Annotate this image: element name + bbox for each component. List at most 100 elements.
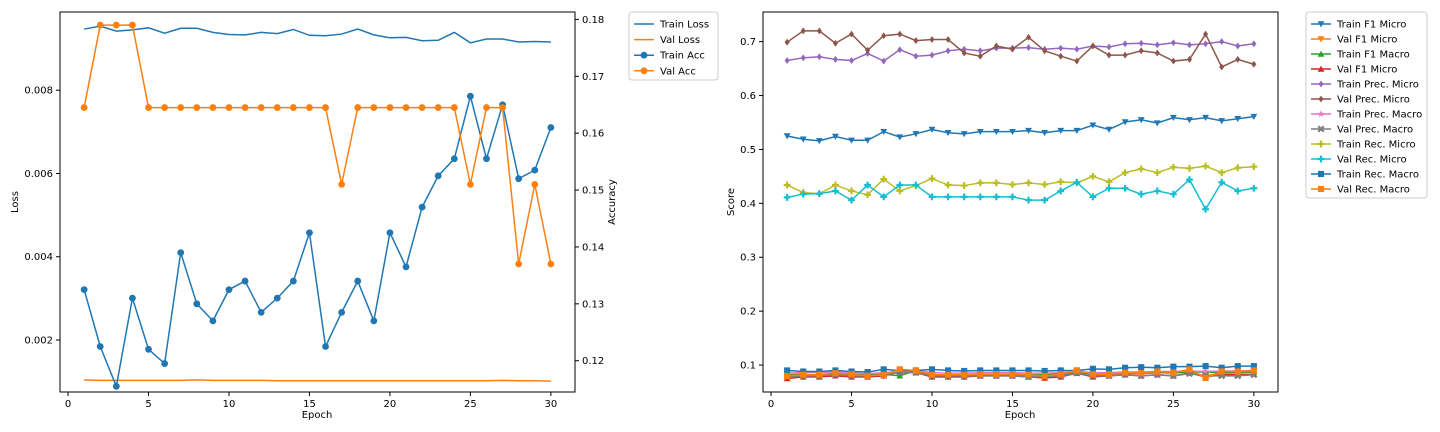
- c2-y-tick-label: 0.3: [740, 253, 756, 264]
- c2-series-val-rec-macro-11-point: [1170, 369, 1177, 376]
- c2-series-train-prec-micro-4-point: [1203, 40, 1209, 48]
- c1-series-train-acc-2-point: [193, 300, 201, 308]
- c1-series-train-acc-2-point: [225, 286, 233, 294]
- c2-series-train-f1-micro-0-point: [1234, 116, 1242, 123]
- c2-series-val-rec-micro-9-point: [1218, 178, 1226, 186]
- c2-legend-entry-train-rec-micro-8-marker: [1317, 140, 1325, 148]
- c1-legend-entry-val-acc-3: Val Acc: [634, 66, 696, 77]
- c1-series-train-acc-2-point: [209, 317, 217, 325]
- chart1-x-label: Epoch: [302, 410, 333, 421]
- c2-series-val-prec-micro-5-point: [977, 52, 983, 60]
- c2-legend-entry-train-rec-micro-8-label: Train Rec. Micro: [1336, 140, 1416, 151]
- c2-series-val-rec-micro-9-point: [912, 181, 920, 189]
- c1-series-train-acc-2-point: [354, 277, 362, 285]
- c2-series-train-rec-macro-10-point: [800, 368, 807, 375]
- chart1-legend-frame: [628, 11, 719, 81]
- c1-y-tick-label: 0.002: [24, 335, 53, 346]
- c2-series-train-rec-micro-8-point: [1089, 172, 1097, 180]
- c2-series-val-rec-macro-11-point: [1041, 372, 1048, 379]
- c1-series-train-acc-2-point: [338, 308, 346, 316]
- c1-series-train-acc-2: [80, 92, 555, 390]
- c1-series-train-loss-0-line: [84, 25, 551, 44]
- c2-series-val-prec-micro-5: [784, 27, 1257, 71]
- c2-series-train-rec-macro-10-point: [961, 367, 968, 375]
- c2-x-tick-label: 15: [1006, 399, 1019, 410]
- c2-legend-entry-train-prec-micro-4: Train Prec. Micro: [1311, 80, 1419, 91]
- c2-legend-entry-val-prec-micro-5-label: Val Prec. Micro: [1337, 95, 1410, 106]
- c2-series-val-rec-macro-11-point: [1057, 371, 1064, 378]
- c2-series-val-rec-micro-9-point: [1073, 178, 1081, 186]
- c1-y-tick-label: 0.004: [24, 252, 53, 263]
- c1-legend-entry-train-loss-0-label: Train Loss: [659, 20, 709, 31]
- c2-series-val-rec-macro-11-point: [1186, 366, 1193, 373]
- c2-series-train-rec-macro-10-point: [1089, 365, 1096, 372]
- c2-series-val-prec-micro-5-point: [881, 32, 887, 40]
- c2-series-val-rec-macro-11-point: [1218, 368, 1225, 375]
- c2-series-val-rec-micro-9-point: [1169, 190, 1177, 198]
- c2-series-train-rec-macro-10-point: [977, 367, 984, 374]
- c1-x-tick-label: 0: [65, 399, 71, 410]
- c1-series-val-acc-3-point: [338, 180, 346, 188]
- c1-series-val-acc-3-point: [209, 104, 217, 111]
- c1-series-val-acc-3-point: [531, 180, 539, 188]
- c2-series-val-prec-micro-5-point: [784, 38, 790, 46]
- c2-series-val-rec-micro-9-point: [992, 193, 1000, 201]
- c2-y-tick-label: 0.7: [740, 37, 756, 48]
- c2-series-train-rec-micro-8-point: [1105, 178, 1113, 186]
- c1-x-tick-label: 15: [303, 399, 316, 410]
- c2-series-train-rec-macro-10-point: [1234, 363, 1241, 370]
- c2-series-val-prec-micro-5-point: [1074, 57, 1080, 65]
- c2-series-train-prec-micro-4-point: [1235, 42, 1241, 50]
- c2-series-val-rec-micro-9-point: [1057, 187, 1065, 195]
- c2-series-val-rec-micro-9-point: [1234, 187, 1242, 195]
- c1-series-val-acc-3-point: [129, 21, 136, 29]
- c2-x-tick-label: 25: [1167, 399, 1180, 410]
- chart2-plot-frame: [762, 11, 1279, 393]
- c2-series-train-rec-macro-10-point: [1057, 367, 1064, 374]
- c2-series-val-rec-micro-9-point: [928, 193, 936, 201]
- c1-series-val-acc-3-point: [515, 260, 523, 268]
- c2-series-train-rec-micro-8-point: [976, 179, 984, 187]
- c2-series-val-rec-macro-11-point: [1234, 368, 1241, 375]
- c2-series-val-rec-macro-11-point: [800, 371, 807, 378]
- c2-legend-entry-train-f1-macro-2: Train F1 Macro: [1311, 50, 1410, 61]
- c2-series-val-prec-micro-5-point: [816, 27, 822, 35]
- c2-series-train-prec-micro-4-point: [784, 57, 790, 64]
- c2-legend-entry-val-f1-micro-3-marker: [1317, 65, 1325, 72]
- chart1-plot-frame: [59, 11, 576, 393]
- c2-series-val-rec-macro-11-point: [832, 370, 839, 377]
- c1-series-val-acc-3-point: [547, 260, 555, 268]
- c2-series-train-rec-micro-8-line: [786, 165, 1254, 196]
- c2-y-tick-label: 0.1: [740, 361, 756, 372]
- chart2-legend-frame: [1305, 11, 1428, 199]
- c1-y-tick-label: 0.006: [24, 169, 53, 180]
- c2-series-val-rec-micro-9-point: [976, 193, 984, 201]
- c2-series-val-rec-macro-11-point: [1250, 367, 1257, 374]
- c1-x-tick-label: 25: [464, 399, 477, 410]
- c2-series-val-rec-macro-11-point: [977, 371, 984, 378]
- c2-legend-entry-val-f1-micro-3: Val F1 Micro: [1311, 65, 1397, 76]
- c2-series-train-f1-micro-0-point: [944, 130, 952, 137]
- c1-series-train-acc-2-point: [306, 229, 313, 237]
- c2-series-train-rec-macro-10-point: [1041, 367, 1048, 375]
- c2-series-train-f1-micro-0-point: [992, 128, 1000, 136]
- c1-series-train-acc-2-point: [547, 124, 555, 131]
- c2-y-tick-label: 0.4: [740, 199, 756, 210]
- c1-series-val-acc-3: [80, 21, 555, 268]
- c1-series-train-acc-2-point: [483, 155, 490, 163]
- c2-legend-entry-train-f1-macro-2-marker: [1317, 50, 1325, 57]
- c2-y-tick-label: 0.5: [740, 145, 756, 156]
- c1-series-train-acc-2-point: [370, 317, 378, 325]
- c2-series-train-rec-macro-10-point: [1250, 363, 1257, 370]
- c1-series-val-acc-3-point: [418, 104, 426, 111]
- c2-series-train-f1-micro-0-point: [976, 128, 984, 136]
- c2-series-val-rec-macro-11-point: [1154, 368, 1161, 375]
- c2-series-train-rec-micro-8-point: [928, 175, 936, 182]
- c2-series-train-f1-micro-0: [783, 113, 1258, 145]
- c1-y-right-tick-label: 0.14: [582, 242, 604, 253]
- c1-series-train-acc-2-point: [80, 286, 88, 294]
- c2-series-train-f1-micro-0-point: [815, 138, 823, 145]
- c1-x-tick-label: 30: [544, 399, 557, 410]
- c1-legend-entry-train-acc-2-marker: [640, 51, 648, 59]
